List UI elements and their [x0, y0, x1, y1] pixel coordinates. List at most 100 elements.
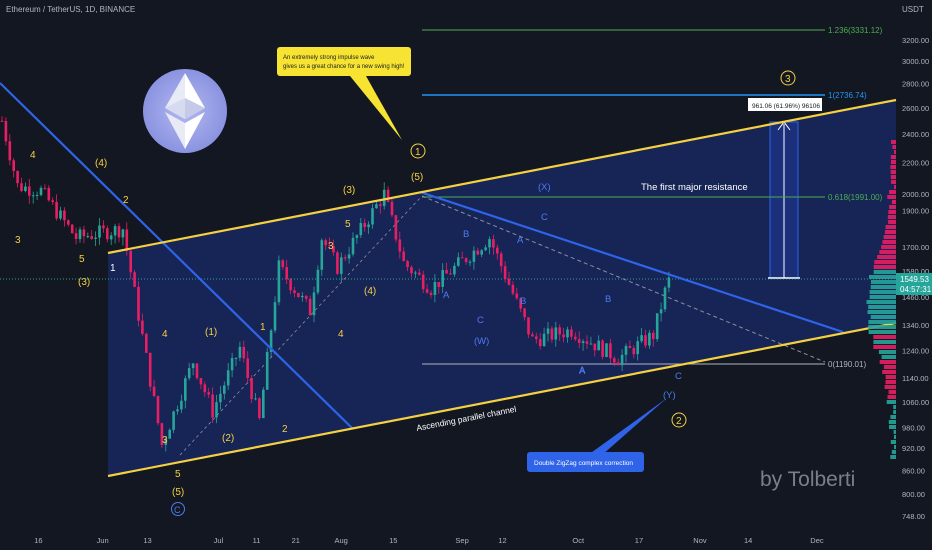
candle [437, 282, 441, 294]
wave-label: 2 [282, 424, 288, 435]
time-tick-label: 12 [498, 536, 506, 545]
candle [585, 335, 589, 349]
candle [613, 356, 616, 367]
candle [8, 134, 12, 166]
wave-label: (4) [364, 286, 376, 297]
candle [145, 332, 148, 354]
candle [593, 343, 597, 357]
candle [535, 332, 538, 344]
current-price-tag [896, 273, 932, 295]
wave-label: 5 [345, 219, 351, 230]
price-tick-label: 2200.00 [902, 159, 929, 168]
price-tick-label: 3000.00 [902, 57, 929, 66]
volume-profile-bar [885, 375, 896, 379]
candle [499, 251, 503, 273]
volume-profile-bar [894, 445, 896, 449]
volume-profile-bar [873, 340, 896, 344]
wave-label: (W) [474, 336, 489, 347]
callout-bottom-text: Double ZigZag complex correction [534, 460, 633, 467]
candle [156, 395, 160, 426]
candle [605, 343, 608, 358]
candle [199, 377, 203, 390]
callout-top-line-1: An extremely strong impulse wave [283, 55, 375, 61]
price-tick-label: 1700.00 [902, 243, 929, 252]
candle [246, 351, 249, 384]
candle [648, 330, 651, 349]
candle [636, 336, 639, 361]
volume-profile-bar [873, 335, 896, 339]
candle [250, 375, 253, 403]
candle [316, 265, 320, 295]
time-tick-label: 11 [253, 536, 261, 545]
volume-profile-bar [870, 285, 896, 289]
volume-profile-bar [869, 295, 896, 299]
candle [304, 295, 308, 303]
candle [184, 375, 187, 409]
candle [176, 405, 179, 415]
dashed-trendline [421, 195, 826, 363]
candle [215, 394, 218, 424]
volume-profile-bar [885, 380, 896, 384]
candle [484, 244, 487, 252]
fib-levels: 1.236(3331.12) 1(2736.74) 0.618(1991.00)… [422, 26, 883, 369]
candle [406, 259, 409, 272]
volume-profile-bar [890, 165, 896, 169]
candle [620, 349, 624, 371]
wave-label: 4 [338, 329, 344, 340]
candle [574, 332, 577, 342]
candle [457, 252, 460, 267]
candle [39, 185, 43, 197]
volume-profile-bar [883, 235, 896, 239]
wave-label: 5 [79, 254, 85, 265]
channel-lower-line [107, 321, 897, 478]
volume-profile-bar [890, 455, 896, 459]
price-tick-label: 1240.00 [902, 347, 929, 356]
measure-label-box [748, 98, 822, 111]
fib-label-1236: 1.236(3331.12) [828, 26, 883, 35]
volume-profile-bar [889, 205, 896, 209]
wave-label: 4 [162, 329, 168, 340]
candle [441, 263, 444, 294]
downtrend-line-right [419, 190, 844, 334]
candle [519, 297, 522, 313]
volume-profile-bar [890, 415, 896, 419]
candle [70, 224, 74, 234]
candle [554, 321, 558, 347]
volume-profile-bar [882, 240, 896, 244]
wave-label: 5 [175, 469, 181, 480]
candle [242, 340, 246, 363]
candle [152, 379, 156, 398]
candle [47, 185, 51, 202]
wave-label: A [443, 290, 450, 301]
circled-wave-label-c: C [174, 505, 181, 515]
volume-profile-bar [888, 220, 896, 224]
measure-label: 961.06 (61.96%) 96106 [752, 103, 820, 110]
candle [644, 329, 647, 348]
candle [472, 246, 476, 270]
candle [324, 238, 327, 251]
price-tick-label: 1060.00 [902, 398, 929, 407]
volume-profile-bar [869, 275, 896, 279]
candle [531, 331, 534, 337]
candle [289, 278, 292, 295]
candle [453, 262, 456, 277]
candle [429, 290, 433, 299]
candle [340, 252, 343, 282]
candle [589, 336, 593, 345]
candle [433, 274, 437, 303]
candle [655, 313, 659, 342]
candle [488, 236, 491, 255]
candle [273, 296, 277, 333]
candle [226, 362, 230, 390]
volume-profile-bar [891, 160, 896, 164]
time-axis: 16 Jun 13 Jul 11 21 Aug 15 Sep 12 Oct 17 Nov 14 Dec [34, 536, 824, 545]
volume-profile-bar [888, 390, 896, 394]
candle [414, 270, 417, 279]
wave-label: C [477, 315, 484, 326]
price-tick-label: 2800.00 [902, 80, 929, 89]
candle [31, 191, 35, 204]
candle [382, 182, 386, 210]
wave-label: (3) [343, 185, 355, 196]
volume-profile-bar [888, 420, 896, 424]
